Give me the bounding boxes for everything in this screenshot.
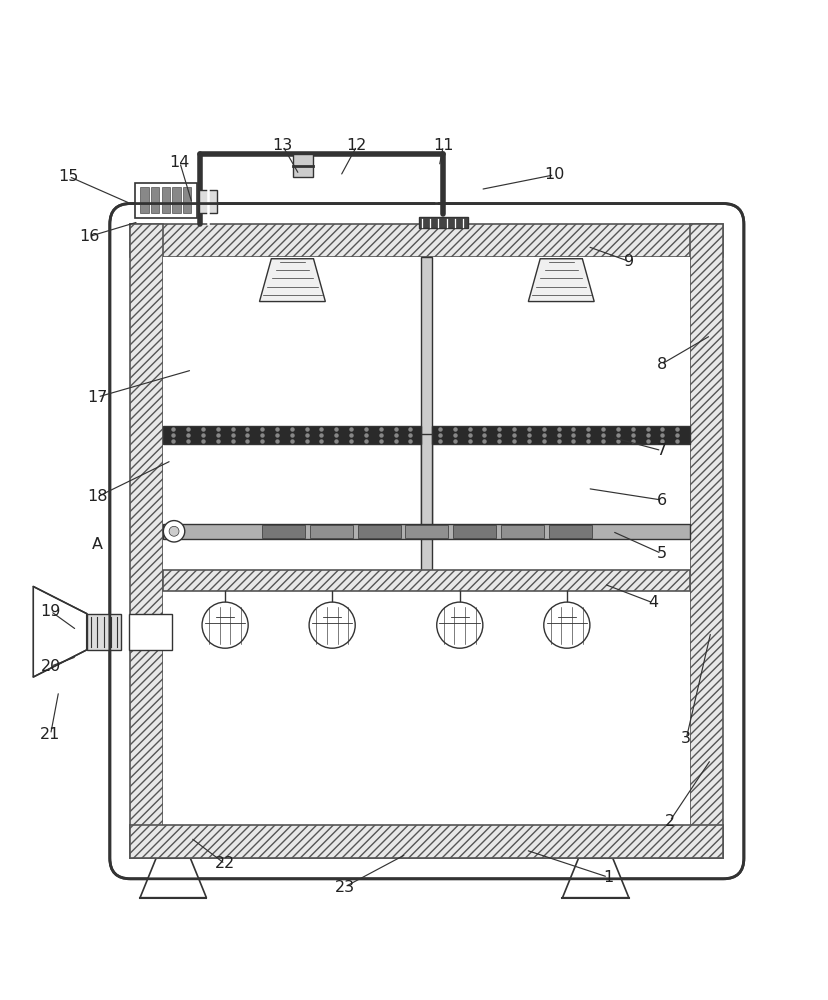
Bar bbox=[140, 187, 148, 213]
Bar bbox=[163, 524, 690, 539]
Polygon shape bbox=[527, 259, 594, 302]
Text: 10: 10 bbox=[544, 167, 564, 182]
Bar bbox=[548, 525, 591, 538]
Polygon shape bbox=[140, 858, 206, 898]
Bar bbox=[130, 825, 722, 858]
Text: 22: 22 bbox=[214, 856, 235, 871]
Text: 11: 11 bbox=[432, 138, 453, 153]
Bar bbox=[163, 570, 690, 591]
Text: 2: 2 bbox=[664, 814, 674, 829]
Bar bbox=[130, 224, 163, 858]
Bar bbox=[262, 525, 305, 538]
Text: 5: 5 bbox=[656, 546, 666, 561]
Circle shape bbox=[543, 602, 590, 648]
Text: 16: 16 bbox=[79, 229, 99, 244]
Text: 12: 12 bbox=[346, 138, 367, 153]
Text: 14: 14 bbox=[170, 155, 190, 170]
Text: 21: 21 bbox=[41, 727, 60, 742]
Text: 23: 23 bbox=[334, 880, 354, 895]
Text: 1: 1 bbox=[602, 870, 613, 885]
Bar bbox=[199, 190, 217, 213]
Bar bbox=[310, 525, 353, 538]
Bar bbox=[431, 426, 690, 444]
Text: 4: 4 bbox=[647, 595, 657, 610]
Text: A: A bbox=[92, 537, 103, 552]
Circle shape bbox=[436, 602, 482, 648]
Circle shape bbox=[309, 602, 354, 648]
Text: 8: 8 bbox=[656, 357, 666, 372]
Bar bbox=[151, 187, 159, 213]
Polygon shape bbox=[561, 858, 628, 898]
Bar bbox=[183, 187, 191, 213]
Bar bbox=[421, 434, 431, 582]
Bar bbox=[293, 154, 313, 177]
Bar bbox=[161, 187, 170, 213]
Text: 13: 13 bbox=[272, 138, 292, 153]
Polygon shape bbox=[33, 586, 87, 677]
Text: 15: 15 bbox=[59, 169, 79, 184]
Bar bbox=[690, 224, 722, 858]
Bar bbox=[418, 217, 468, 228]
Text: 20: 20 bbox=[41, 659, 60, 674]
Text: 6: 6 bbox=[656, 493, 666, 508]
Bar bbox=[453, 525, 495, 538]
Text: 17: 17 bbox=[87, 390, 108, 405]
Text: 7: 7 bbox=[656, 443, 666, 458]
Bar bbox=[500, 525, 543, 538]
Bar bbox=[130, 825, 722, 858]
FancyBboxPatch shape bbox=[109, 204, 743, 879]
Text: 19: 19 bbox=[41, 604, 60, 619]
Bar bbox=[405, 525, 448, 538]
Circle shape bbox=[169, 526, 179, 536]
Bar bbox=[163, 426, 421, 444]
Bar bbox=[421, 257, 431, 531]
Text: 9: 9 bbox=[623, 254, 633, 269]
Text: 18: 18 bbox=[87, 489, 108, 504]
Circle shape bbox=[163, 521, 185, 542]
Text: 3: 3 bbox=[681, 731, 691, 746]
Bar bbox=[87, 614, 121, 650]
Bar bbox=[172, 187, 181, 213]
Circle shape bbox=[202, 602, 248, 648]
Bar bbox=[135, 183, 197, 218]
Bar bbox=[357, 525, 400, 538]
Bar bbox=[130, 224, 722, 257]
Polygon shape bbox=[259, 259, 325, 302]
Bar bbox=[163, 257, 690, 825]
Bar bbox=[128, 614, 171, 650]
